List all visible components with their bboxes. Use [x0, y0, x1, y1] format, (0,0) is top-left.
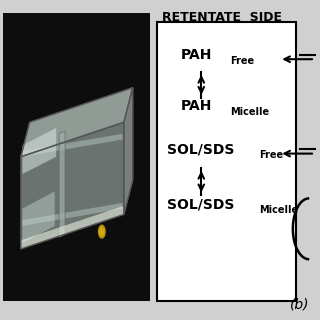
Circle shape — [100, 228, 104, 236]
Polygon shape — [21, 206, 124, 249]
Text: Free: Free — [259, 150, 283, 160]
Text: Micelle: Micelle — [230, 107, 269, 117]
Polygon shape — [59, 131, 65, 237]
Text: PAH: PAH — [181, 48, 212, 62]
Polygon shape — [124, 88, 133, 214]
Polygon shape — [21, 122, 124, 249]
Polygon shape — [22, 203, 123, 226]
Text: (b): (b) — [290, 298, 309, 312]
Text: Free: Free — [230, 56, 254, 66]
FancyBboxPatch shape — [157, 22, 296, 301]
Text: PAH: PAH — [181, 100, 212, 113]
Circle shape — [99, 225, 105, 238]
Text: RETENTATE  SIDE: RETENTATE SIDE — [162, 11, 282, 24]
Polygon shape — [22, 191, 55, 243]
Text: SOL/SDS: SOL/SDS — [167, 197, 235, 211]
Polygon shape — [21, 88, 133, 157]
Text: SOL/SDS: SOL/SDS — [167, 143, 235, 156]
Polygon shape — [22, 128, 56, 174]
Text: Micelle: Micelle — [259, 205, 298, 215]
Polygon shape — [22, 134, 123, 157]
